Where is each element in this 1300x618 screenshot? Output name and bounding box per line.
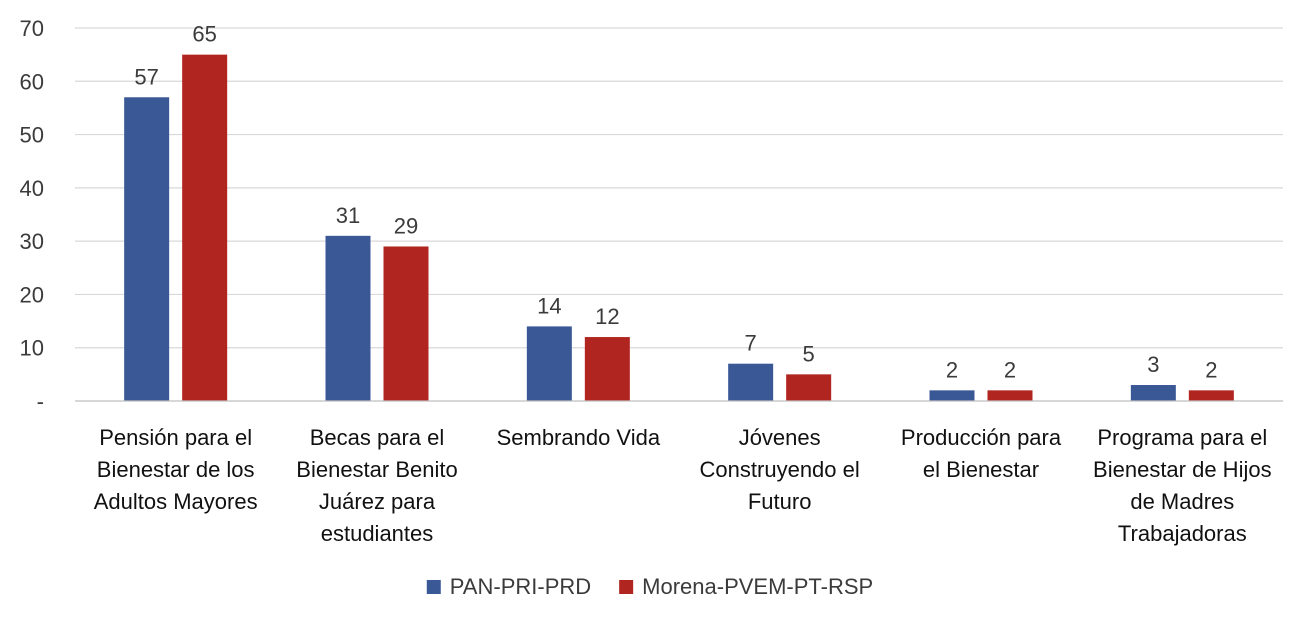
x-tick-label: Pensión para el Bienestar de los Adultos M… [94, 425, 258, 514]
data-label: 5 [803, 341, 815, 366]
y-axis: - 10 20 30 40 50 60 70 [20, 16, 44, 414]
x-tick-label: Jóvenes Construyendo el Futuro [700, 425, 860, 514]
y-tick-label: 50 [20, 123, 44, 148]
data-label: 12 [595, 304, 619, 329]
data-label: 14 [537, 293, 561, 318]
legend-label: PAN-PRI-PRD [450, 574, 591, 599]
data-label: 2 [946, 357, 958, 382]
y-tick-label: 30 [20, 229, 44, 254]
y-tick-label: 70 [20, 16, 44, 41]
bar [987, 390, 1033, 401]
bar [1188, 390, 1234, 401]
y-tick-label: 40 [20, 176, 44, 201]
legend-swatch [619, 580, 634, 594]
legend-swatch [426, 580, 441, 594]
bar [182, 54, 228, 402]
bar [325, 235, 371, 401]
data-label: 2 [1205, 357, 1217, 382]
bar [929, 390, 975, 401]
data-label: 57 [134, 64, 158, 89]
bar [526, 326, 572, 401]
data-label: 3 [1147, 352, 1159, 377]
data-labels-layer: 57 65 31 29 14 12 7 5 2 2 3 2 [134, 22, 1217, 383]
data-label: 7 [745, 331, 757, 356]
y-tick-label: 10 [20, 336, 44, 361]
data-label: 65 [192, 22, 216, 47]
data-label: 29 [394, 213, 418, 238]
bar [786, 374, 832, 401]
x-tick-label: Sembrando Vida [497, 425, 661, 450]
x-tick-label: Becas para el Bienestar Benito Juárez para… [296, 425, 457, 546]
bar [728, 363, 774, 401]
bar [584, 337, 630, 401]
bar [124, 97, 170, 402]
grid-layer [75, 27, 1283, 349]
bars-layer [124, 54, 1234, 402]
y-tick-label: - [37, 389, 44, 414]
y-tick-label: 20 [20, 282, 44, 307]
y-tick-label: 60 [20, 69, 44, 94]
x-tick-label: Producción para el Bienestar [901, 425, 1062, 482]
data-label: 31 [336, 203, 360, 228]
x-axis: Pensión para el Bienestar de los Adultos M… [75, 400, 1283, 546]
x-tick-label: Programa para el Bienestar de Hijos de Mad… [1093, 425, 1272, 546]
legend: PAN-PRI-PRD Morena-PVEM-PT-RSP [426, 574, 873, 599]
data-label: 2 [1004, 357, 1016, 382]
bar [1130, 385, 1176, 401]
legend-label: Morena-PVEM-PT-RSP [642, 574, 873, 599]
bar [383, 246, 429, 401]
